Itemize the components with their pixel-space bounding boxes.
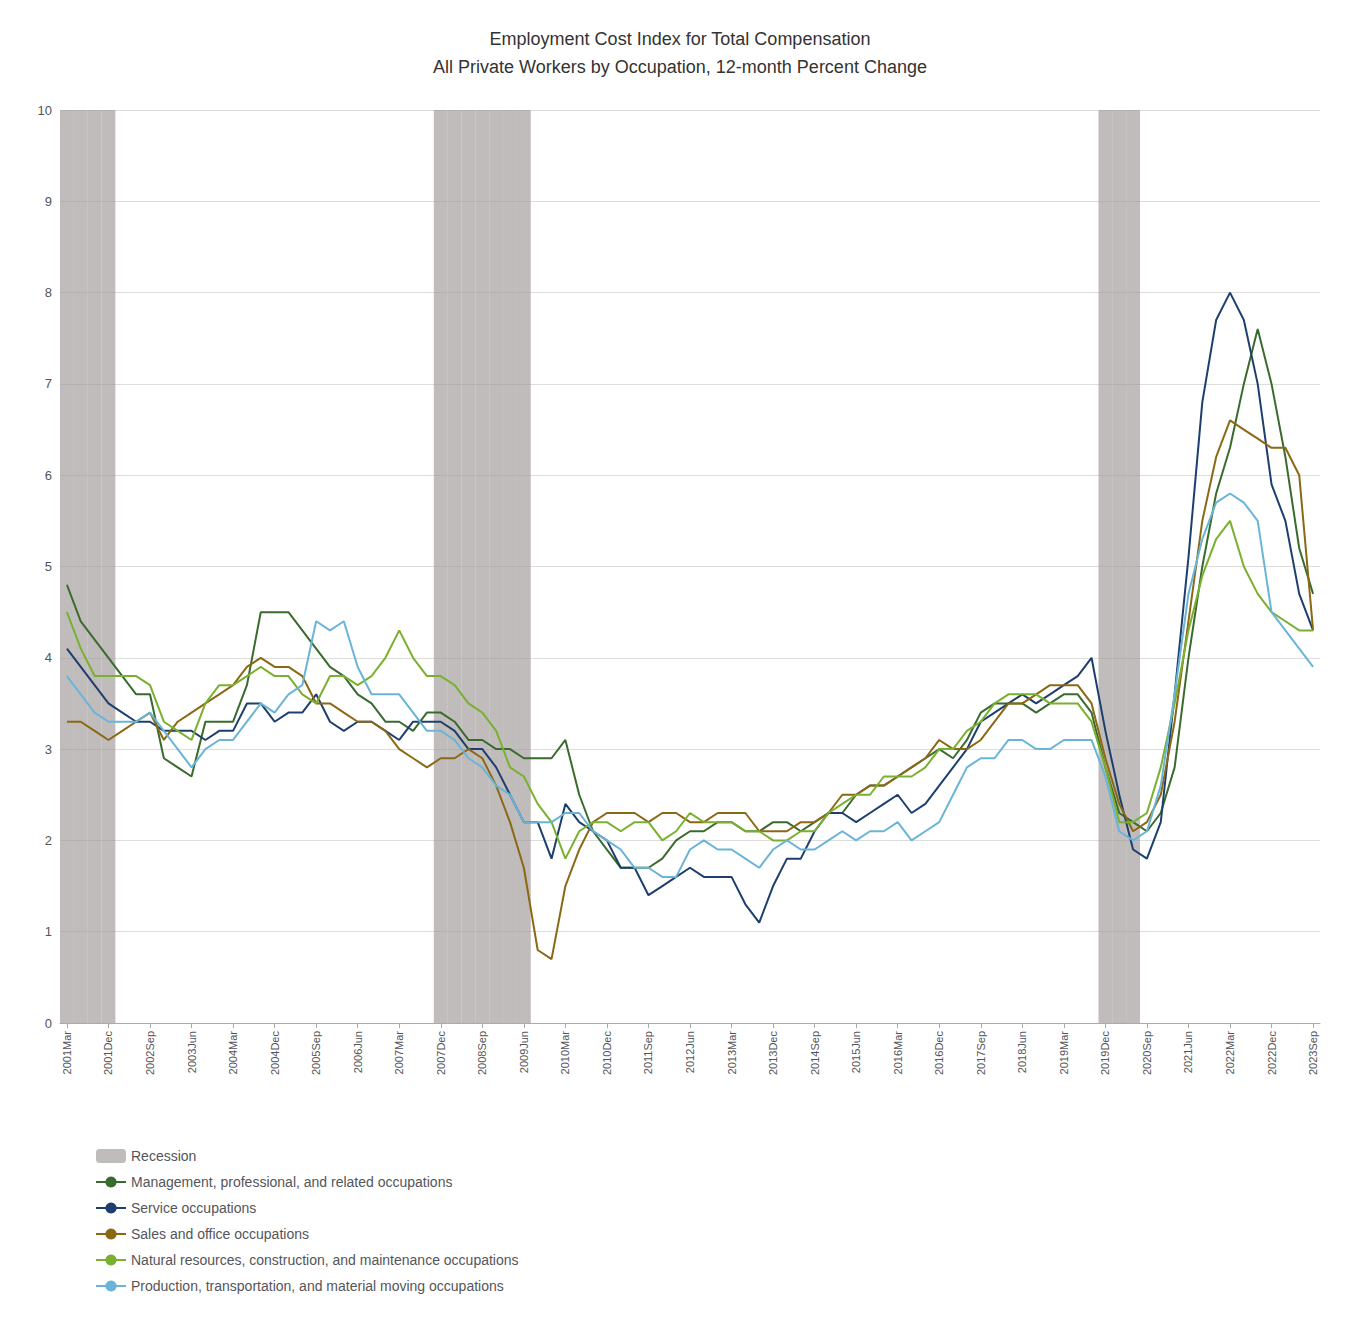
svg-text:2004Dec: 2004Dec: [269, 1031, 281, 1076]
svg-text:2016Mar: 2016Mar: [892, 1031, 904, 1075]
svg-text:2022Dec: 2022Dec: [1266, 1031, 1278, 1076]
svg-text:2007Dec: 2007Dec: [435, 1031, 447, 1076]
svg-text:8: 8: [45, 285, 52, 300]
svg-text:7: 7: [45, 376, 52, 391]
svg-text:2022Mar: 2022Mar: [1224, 1031, 1236, 1075]
svg-text:0: 0: [45, 1016, 52, 1031]
svg-text:2015Jun: 2015Jun: [850, 1031, 862, 1073]
svg-text:2019Mar: 2019Mar: [1058, 1031, 1070, 1075]
svg-text:2011Sep: 2011Sep: [642, 1031, 654, 1074]
svg-text:2009Jun: 2009Jun: [518, 1031, 530, 1073]
svg-text:2003Jun: 2003Jun: [186, 1031, 198, 1073]
svg-text:2020Sep: 2020Sep: [1141, 1031, 1153, 1075]
svg-text:Natural resources, constructio: Natural resources, construction, and mai…: [131, 1252, 519, 1268]
svg-text:9: 9: [45, 194, 52, 209]
svg-text:2019Dec: 2019Dec: [1099, 1031, 1111, 1076]
svg-text:2005Sep: 2005Sep: [310, 1031, 322, 1075]
svg-text:2002Sep: 2002Sep: [144, 1031, 156, 1075]
svg-text:2017Sep: 2017Sep: [975, 1031, 987, 1075]
svg-text:2: 2: [45, 833, 52, 848]
svg-text:2018Jun: 2018Jun: [1016, 1031, 1028, 1073]
svg-text:1: 1: [45, 924, 52, 939]
svg-text:2010Mar: 2010Mar: [559, 1031, 571, 1075]
svg-text:10: 10: [38, 103, 52, 118]
svg-text:2001Dec: 2001Dec: [102, 1031, 114, 1076]
svg-text:Recession: Recession: [131, 1148, 196, 1164]
svg-text:2023Sep: 2023Sep: [1307, 1031, 1319, 1075]
svg-text:2014Sep: 2014Sep: [809, 1031, 821, 1075]
svg-text:All Private Workers by Occupat: All Private Workers by Occupation, 12-mo…: [433, 57, 927, 77]
svg-text:2008Sep: 2008Sep: [476, 1031, 488, 1075]
svg-text:2010Dec: 2010Dec: [601, 1031, 613, 1076]
svg-text:Production, transportation, an: Production, transportation, and material…: [131, 1278, 504, 1294]
svg-text:2004Mar: 2004Mar: [227, 1031, 239, 1075]
svg-text:Service occupations: Service occupations: [131, 1200, 256, 1216]
svg-text:2013Mar: 2013Mar: [726, 1031, 738, 1075]
svg-text:2016Dec: 2016Dec: [933, 1031, 945, 1076]
svg-text:5: 5: [45, 559, 52, 574]
svg-text:Sales and office occupations: Sales and office occupations: [131, 1226, 309, 1242]
svg-text:2021Jun: 2021Jun: [1182, 1031, 1194, 1073]
svg-text:2006Jun: 2006Jun: [352, 1031, 364, 1073]
svg-text:4: 4: [45, 650, 52, 665]
svg-text:Management, professional, and: Management, professional, and related oc…: [131, 1174, 452, 1190]
svg-text:Employment Cost Index for Tota: Employment Cost Index for Total Compensa…: [490, 29, 871, 49]
svg-text:2012Jun: 2012Jun: [684, 1031, 696, 1073]
svg-text:2007Mar: 2007Mar: [393, 1031, 405, 1075]
svg-text:2013Dec: 2013Dec: [767, 1031, 779, 1076]
svg-text:3: 3: [45, 742, 52, 757]
svg-text:6: 6: [45, 468, 52, 483]
svg-text:2001Mar: 2001Mar: [61, 1031, 73, 1075]
